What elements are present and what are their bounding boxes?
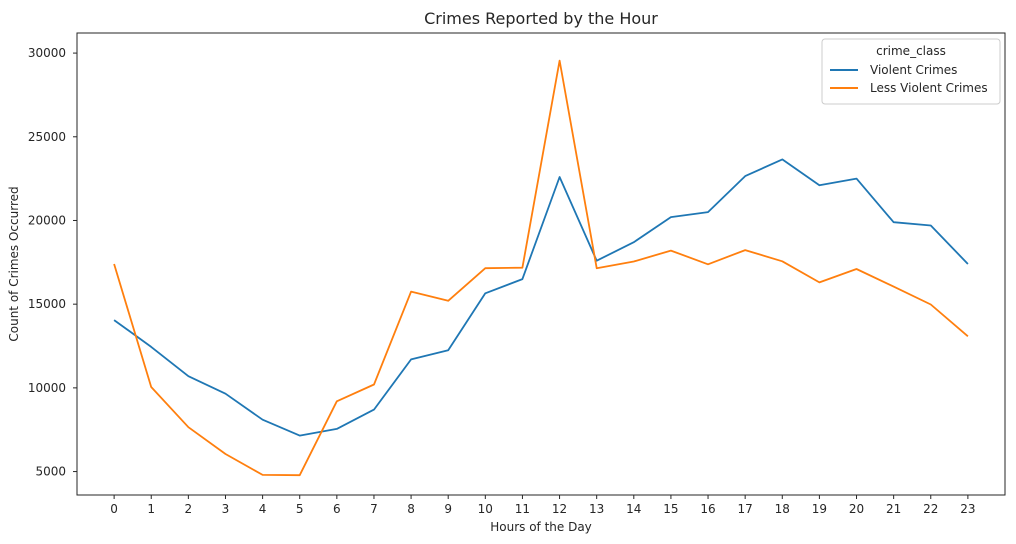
y-tick-label: 20000: [28, 213, 66, 227]
x-tick-label: 1: [147, 502, 155, 516]
y-axis-label: Count of Crimes Occurred: [7, 186, 21, 341]
x-tick-label: 23: [960, 502, 975, 516]
x-tick-label: 0: [110, 502, 118, 516]
x-tick-label: 15: [663, 502, 678, 516]
x-tick-label: 2: [185, 502, 193, 516]
x-tick-label: 5: [296, 502, 304, 516]
y-tick-label: 5000: [35, 465, 66, 479]
x-tick-label: 20: [849, 502, 864, 516]
x-tick-label: 10: [478, 502, 493, 516]
x-tick-label: 11: [515, 502, 530, 516]
y-tick-label: 30000: [28, 46, 66, 60]
legend-label-violent: Violent Crimes: [870, 63, 957, 77]
series-line-0: [113, 158, 969, 437]
legend: crime_class Violent Crimes Less Violent …: [821, 38, 1001, 105]
x-tick-label: 13: [589, 502, 604, 516]
series-lines: [113, 59, 969, 477]
x-tick-label: 18: [775, 502, 790, 516]
plot-frame: [76, 32, 1006, 496]
legend-label-less-violent: Less Violent Crimes: [870, 81, 988, 95]
x-tick-label: 21: [886, 502, 901, 516]
x-tick-label: 19: [812, 502, 827, 516]
series-line-1: [113, 59, 969, 477]
y-tick-label: 10000: [28, 381, 66, 395]
x-axis-label: Hours of the Day: [490, 520, 592, 534]
x-tick-label: 3: [222, 502, 230, 516]
x-tick-label: 16: [700, 502, 715, 516]
x-tick-label: 7: [370, 502, 378, 516]
chart-title: Crimes Reported by the Hour: [424, 9, 658, 28]
y-axis-ticks: 5000 10000 15000 20000 25000 30000: [28, 46, 77, 479]
x-tick-label: 22: [923, 502, 938, 516]
x-tick-label: 6: [333, 502, 341, 516]
y-tick-label: 15000: [28, 297, 66, 311]
x-axis-ticks: 0 1 2 3 4 5 6 7 8 9 10 11 12 13 14 15 16 17 18 19 20 21 22 23: [110, 495, 976, 516]
legend-title: crime_class: [876, 44, 946, 58]
x-tick-label: 14: [626, 502, 641, 516]
y-tick-label: 25000: [28, 130, 66, 144]
x-tick-label: 9: [444, 502, 452, 516]
x-tick-label: 12: [552, 502, 567, 516]
x-tick-label: 8: [407, 502, 415, 516]
legend-box: [821, 38, 1001, 105]
x-tick-label: 4: [259, 502, 267, 516]
x-tick-label: 17: [738, 502, 753, 516]
